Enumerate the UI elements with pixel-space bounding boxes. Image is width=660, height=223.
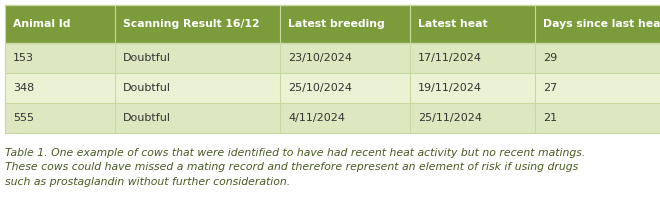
Bar bbox=[5, 43, 115, 73]
Text: 29: 29 bbox=[543, 53, 557, 63]
Bar bbox=[410, 43, 535, 73]
Bar bbox=[280, 73, 410, 103]
Bar bbox=[410, 5, 535, 43]
Text: Doubtful: Doubtful bbox=[123, 53, 171, 63]
Text: 23/10/2024: 23/10/2024 bbox=[288, 53, 352, 63]
Bar bbox=[410, 73, 535, 103]
Text: 348: 348 bbox=[13, 83, 34, 93]
Text: 555: 555 bbox=[13, 113, 34, 123]
Bar bbox=[115, 43, 280, 73]
Text: Animal Id: Animal Id bbox=[13, 19, 71, 29]
Text: 17/11/2024: 17/11/2024 bbox=[418, 53, 482, 63]
Text: 27: 27 bbox=[543, 83, 557, 93]
Text: 25/11/2024: 25/11/2024 bbox=[418, 113, 482, 123]
Bar bbox=[280, 5, 410, 43]
Bar bbox=[5, 5, 115, 43]
Bar bbox=[280, 103, 410, 133]
Text: Latest breeding: Latest breeding bbox=[288, 19, 385, 29]
Bar bbox=[535, 43, 660, 73]
Bar bbox=[535, 103, 660, 133]
Bar bbox=[5, 103, 115, 133]
Text: Scanning Result 16/12: Scanning Result 16/12 bbox=[123, 19, 259, 29]
Text: 153: 153 bbox=[13, 53, 34, 63]
Text: Latest heat: Latest heat bbox=[418, 19, 488, 29]
Bar bbox=[115, 103, 280, 133]
Bar bbox=[535, 5, 660, 43]
Bar bbox=[115, 73, 280, 103]
Text: 4/11/2024: 4/11/2024 bbox=[288, 113, 345, 123]
Bar bbox=[280, 43, 410, 73]
Text: 19/11/2024: 19/11/2024 bbox=[418, 83, 482, 93]
Text: 21: 21 bbox=[543, 113, 557, 123]
Text: Doubtful: Doubtful bbox=[123, 113, 171, 123]
Bar bbox=[535, 73, 660, 103]
Bar bbox=[115, 5, 280, 43]
Text: Doubtful: Doubtful bbox=[123, 83, 171, 93]
Bar bbox=[410, 103, 535, 133]
Text: Days since last heat: Days since last heat bbox=[543, 19, 660, 29]
Bar bbox=[5, 73, 115, 103]
Text: Table 1. One example of cows that were identified to have had recent heat activi: Table 1. One example of cows that were i… bbox=[5, 148, 585, 187]
Text: 25/10/2024: 25/10/2024 bbox=[288, 83, 352, 93]
